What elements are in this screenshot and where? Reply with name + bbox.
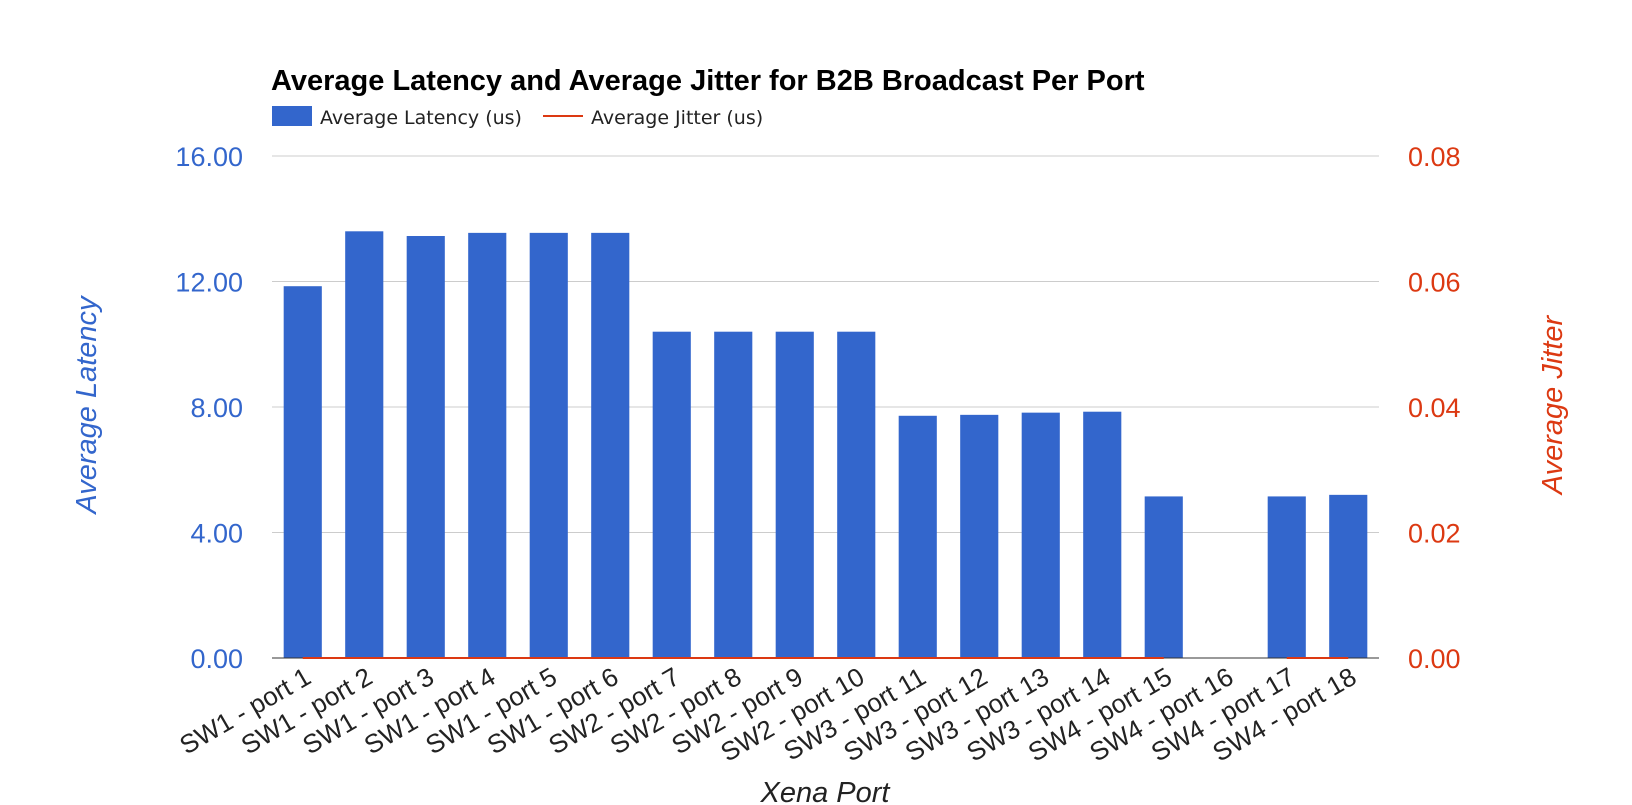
latency-bar[interactable] (1083, 411, 1122, 658)
y-right-tick-label: 0.04 (1408, 393, 1461, 423)
latency-bar[interactable] (283, 286, 322, 658)
y-left-tick-label: 8.00 (190, 393, 243, 423)
y-right-tick-label: 0.08 (1408, 142, 1461, 172)
latency-bar[interactable] (775, 331, 814, 658)
legend: Average Latency (us) Average Jitter (us) (272, 106, 763, 129)
latency-bar[interactable] (714, 331, 753, 658)
latency-bar[interactable] (1021, 412, 1060, 658)
y-axis-right-ticks: 0.00 0.02 0.04 0.06 0.08 (1408, 142, 1461, 674)
latency-bar[interactable] (529, 232, 568, 658)
x-axis-title: Xena Port (760, 777, 892, 805)
latency-bar[interactable] (898, 415, 937, 658)
latency-bar[interactable] (1329, 494, 1368, 658)
y-axis-right-title: Average Jitter (1537, 314, 1569, 496)
latency-bar[interactable] (652, 331, 691, 658)
y-axis-left-ticks: 0.00 4.00 8.00 12.00 16.00 (175, 142, 243, 674)
gridlines (272, 155, 1379, 533)
y-right-tick-label: 0.02 (1408, 519, 1461, 549)
latency-bar[interactable] (406, 236, 445, 658)
legend-jitter-label[interactable]: Average Jitter (us) (591, 107, 763, 129)
y-axis-left-title: Average Latency (71, 295, 103, 516)
latency-bars (283, 231, 1368, 659)
y-left-tick-label: 16.00 (175, 142, 243, 172)
y-left-tick-label: 0.00 (190, 644, 243, 674)
latency-bar[interactable] (345, 231, 384, 659)
y-left-tick-label: 4.00 (190, 519, 243, 549)
latency-bar[interactable] (1144, 496, 1183, 658)
latency-bar[interactable] (591, 232, 630, 658)
latency-bar[interactable] (1267, 496, 1306, 658)
y-right-tick-label: 0.06 (1408, 268, 1461, 298)
latency-bar[interactable] (837, 331, 876, 658)
latency-bar[interactable] (468, 232, 507, 658)
legend-latency-swatch (272, 106, 312, 126)
y-left-tick-label: 12.00 (175, 268, 243, 298)
latency-bar[interactable] (960, 414, 999, 658)
chart-title: Average Latency and Average Jitter for B… (271, 65, 1145, 97)
y-right-tick-label: 0.00 (1408, 644, 1461, 674)
legend-latency-label[interactable]: Average Latency (us) (320, 107, 522, 129)
